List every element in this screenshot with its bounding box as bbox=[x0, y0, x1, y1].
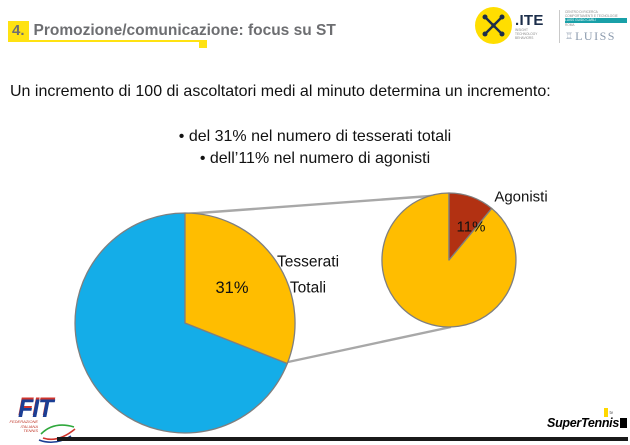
title-underline-end-mark bbox=[199, 40, 207, 48]
agonisti-outside-label: Agonisti bbox=[494, 189, 547, 206]
supertennis-wordmark-text: SuperTennis bbox=[547, 416, 619, 430]
supertennis-wordmark: SuperTennis bbox=[547, 417, 627, 430]
fit-wordmark: FIT bbox=[18, 395, 54, 423]
fit-federation-line: TENNIS bbox=[23, 428, 38, 434]
luiss-center-line-highlight: LUISS GUIDO CARLI bbox=[565, 18, 627, 23]
intro-text: Un incremento di 100 di ascoltatori medi… bbox=[10, 83, 551, 100]
luiss-center-line: COMPORTAMENTI E TECNOLOGIE bbox=[565, 14, 618, 19]
header-logo-cluster: .ITE INSIGHT TECHNOLOGY BEHAVIORS CENTRO… bbox=[475, 7, 627, 44]
fit-federation-lines: FEDERAZIONE ITALIANA TENNIS bbox=[8, 419, 39, 434]
tesserati-pie-slice-rest bbox=[74, 212, 288, 434]
luiss-center-line: CENTRO DI RICERCA bbox=[565, 10, 598, 14]
luiss-crest-icon: ♖ bbox=[565, 31, 574, 42]
xite-x-glyph bbox=[482, 14, 505, 37]
supertennis-tv-tag: tv bbox=[547, 407, 613, 417]
bullet-item-tesserati: • del 31% nel numero di tesserati totali bbox=[178, 128, 452, 145]
tesserati-outside-label-line2: Totali bbox=[290, 280, 326, 297]
tesserati-outside-label-line1: Tesserati bbox=[277, 254, 339, 271]
fit-federation-line: FEDERAZIONE bbox=[9, 419, 38, 424]
agonisti-slice-label: 11% bbox=[457, 219, 486, 236]
callout-line-top bbox=[184, 193, 445, 216]
luiss-logo-block: CENTRO DI RICERCA COMPORTAMENTI E TECNOL… bbox=[565, 10, 627, 44]
title-underline bbox=[8, 40, 200, 42]
tesserati-pie-slice-31 bbox=[184, 212, 296, 365]
supertennis-yellow-mark bbox=[604, 407, 609, 417]
luiss-center-line: ROMA bbox=[565, 22, 575, 27]
xite-tagline: INSIGHT bbox=[515, 28, 528, 32]
callout-line-bottom bbox=[287, 325, 452, 364]
luiss-wordmark-row: ♖ LUISS bbox=[565, 29, 627, 44]
tesserati-pie bbox=[74, 212, 296, 434]
footer-bar bbox=[57, 437, 628, 441]
supertennis-block-mark bbox=[620, 418, 627, 428]
xite-wordmark: .ITE bbox=[515, 12, 544, 29]
supertennis-logo: tv SuperTennis bbox=[547, 407, 627, 430]
slide-title-row: 4. Promozione/comunicazione: focus su ST bbox=[8, 21, 336, 40]
xite-tagline: TECHNOLOGY bbox=[515, 32, 538, 37]
supertennis-tv-label: tv bbox=[609, 409, 613, 415]
logo-divider bbox=[559, 10, 560, 43]
xite-logo-icon bbox=[475, 7, 512, 44]
pie-charts-canvas: 31% Tesserati Totali 11% Agonisti bbox=[74, 189, 548, 434]
xite-wordmark-block: .ITE INSIGHT TECHNOLOGY BEHAVIORS bbox=[515, 13, 557, 41]
xite-tagline: BEHAVIORS bbox=[515, 36, 534, 41]
bullet-item-agonisti: • dell’11% nel numero di agonisti bbox=[199, 150, 431, 167]
tesserati-slice-label: 31% bbox=[215, 279, 248, 297]
page-title: Promozione/comunicazione: focus su ST bbox=[33, 22, 336, 39]
luiss-wordmark: LUISS bbox=[575, 28, 616, 43]
agonisti-pie bbox=[381, 192, 517, 328]
fit-federation-line: ITALIANA bbox=[20, 423, 39, 429]
agonisti-pie-slice-11 bbox=[448, 192, 493, 261]
title-number-badge: 4. bbox=[8, 21, 29, 40]
bullet-list: • del 31% nel numero di tesserati totali… bbox=[0, 126, 630, 170]
